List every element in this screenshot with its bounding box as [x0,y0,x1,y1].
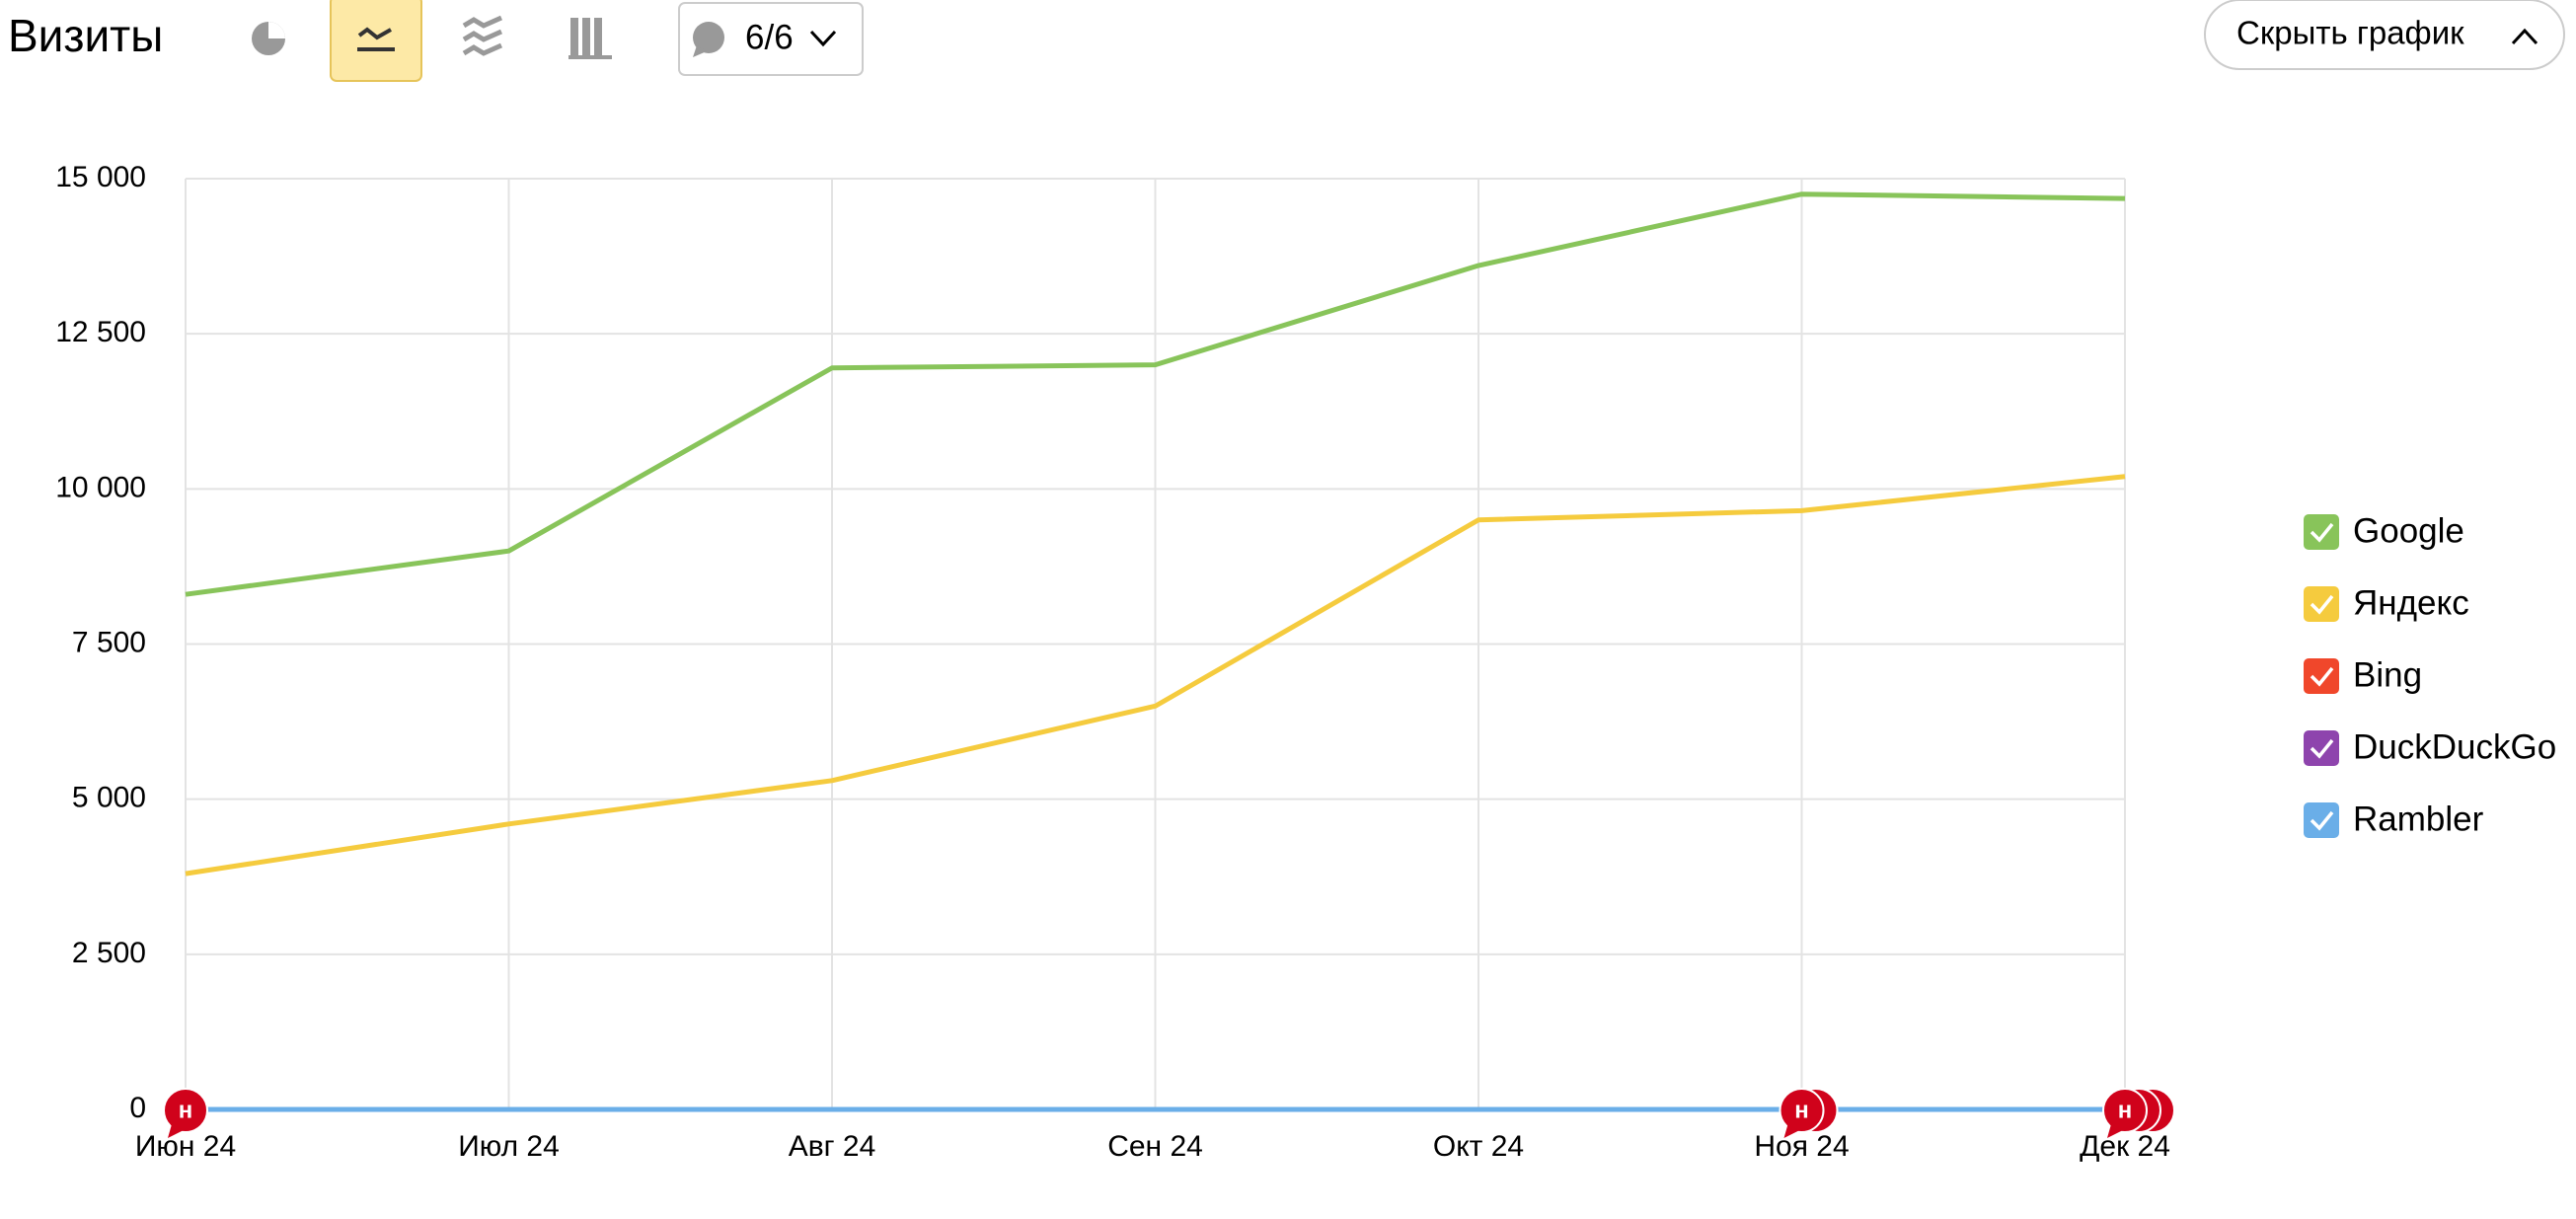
annotation-label: н [2118,1097,2133,1123]
x-tick-label: Окт 24 [1433,1130,1524,1163]
legend-label: Google [2353,511,2464,550]
annotation-tail [2107,1124,2123,1138]
filter-button[interactable]: 6/6 [678,2,864,76]
legend-item[interactable]: Яндекс [2304,583,2469,622]
legend-check [2310,666,2334,687]
annotation-tail [168,1124,184,1138]
x-tick-label: Авг 24 [789,1130,876,1163]
annotation-marker [2102,1088,2148,1133]
area-view-icon[interactable] [462,15,503,56]
legend-check [2310,594,2334,615]
y-tick-label: 10 000 [55,471,146,503]
legend-check [2310,810,2334,831]
series-line [185,474,2126,876]
legend-checkbox [2304,586,2339,622]
x-tick-label: Июн 24 [135,1130,236,1163]
legend-item[interactable]: Rambler [2304,800,2484,838]
y-tick-label: 15 000 [55,161,146,193]
annotation-label: н [179,1097,193,1123]
legend-checkbox [2304,514,2339,550]
hide-chart-label: Скрыть график [2236,15,2464,51]
line-view-button[interactable] [330,0,422,82]
annotation-marker [163,1088,208,1133]
filter-label: 6/6 [745,18,794,56]
y-tick-label: 7 500 [72,626,146,658]
x-tick-label: Сен 24 [1107,1130,1203,1163]
annotation-label: н [1794,1097,1809,1123]
legend-checkbox [2304,658,2339,694]
hide-chart-button[interactable]: Скрыть график [2204,0,2565,70]
x-tick-label: Ноя 24 [1754,1130,1849,1163]
annotation-tail [1783,1124,1800,1138]
legend-checkbox [2304,730,2339,766]
legend-label: Rambler [2353,800,2484,838]
x-tick-label: Дек 24 [2080,1130,2170,1163]
y-tick-label: 5 000 [72,782,146,814]
legend-check [2310,738,2334,759]
legend-item[interactable]: Google [2304,511,2464,550]
annotation-marker [1779,1088,1825,1133]
chart-title: Визиты [8,10,163,61]
legend-label: Bing [2353,655,2422,694]
legend-label: DuckDuckGo [2353,727,2556,766]
legend-checkbox [2304,802,2339,838]
legend-item[interactable]: Bing [2304,655,2422,694]
series-line [185,191,2126,597]
bar-view-icon[interactable] [568,18,612,59]
y-tick-label: 2 500 [72,937,146,969]
x-tick-label: Июл 24 [458,1130,560,1163]
pie-view-icon[interactable] [252,22,285,55]
legend-item[interactable]: DuckDuckGo [2304,727,2556,766]
legend-label: Яндекс [2353,583,2469,622]
y-tick-label: 0 [129,1092,146,1124]
y-tick-label: 12 500 [55,316,146,348]
legend-check [2310,522,2334,543]
